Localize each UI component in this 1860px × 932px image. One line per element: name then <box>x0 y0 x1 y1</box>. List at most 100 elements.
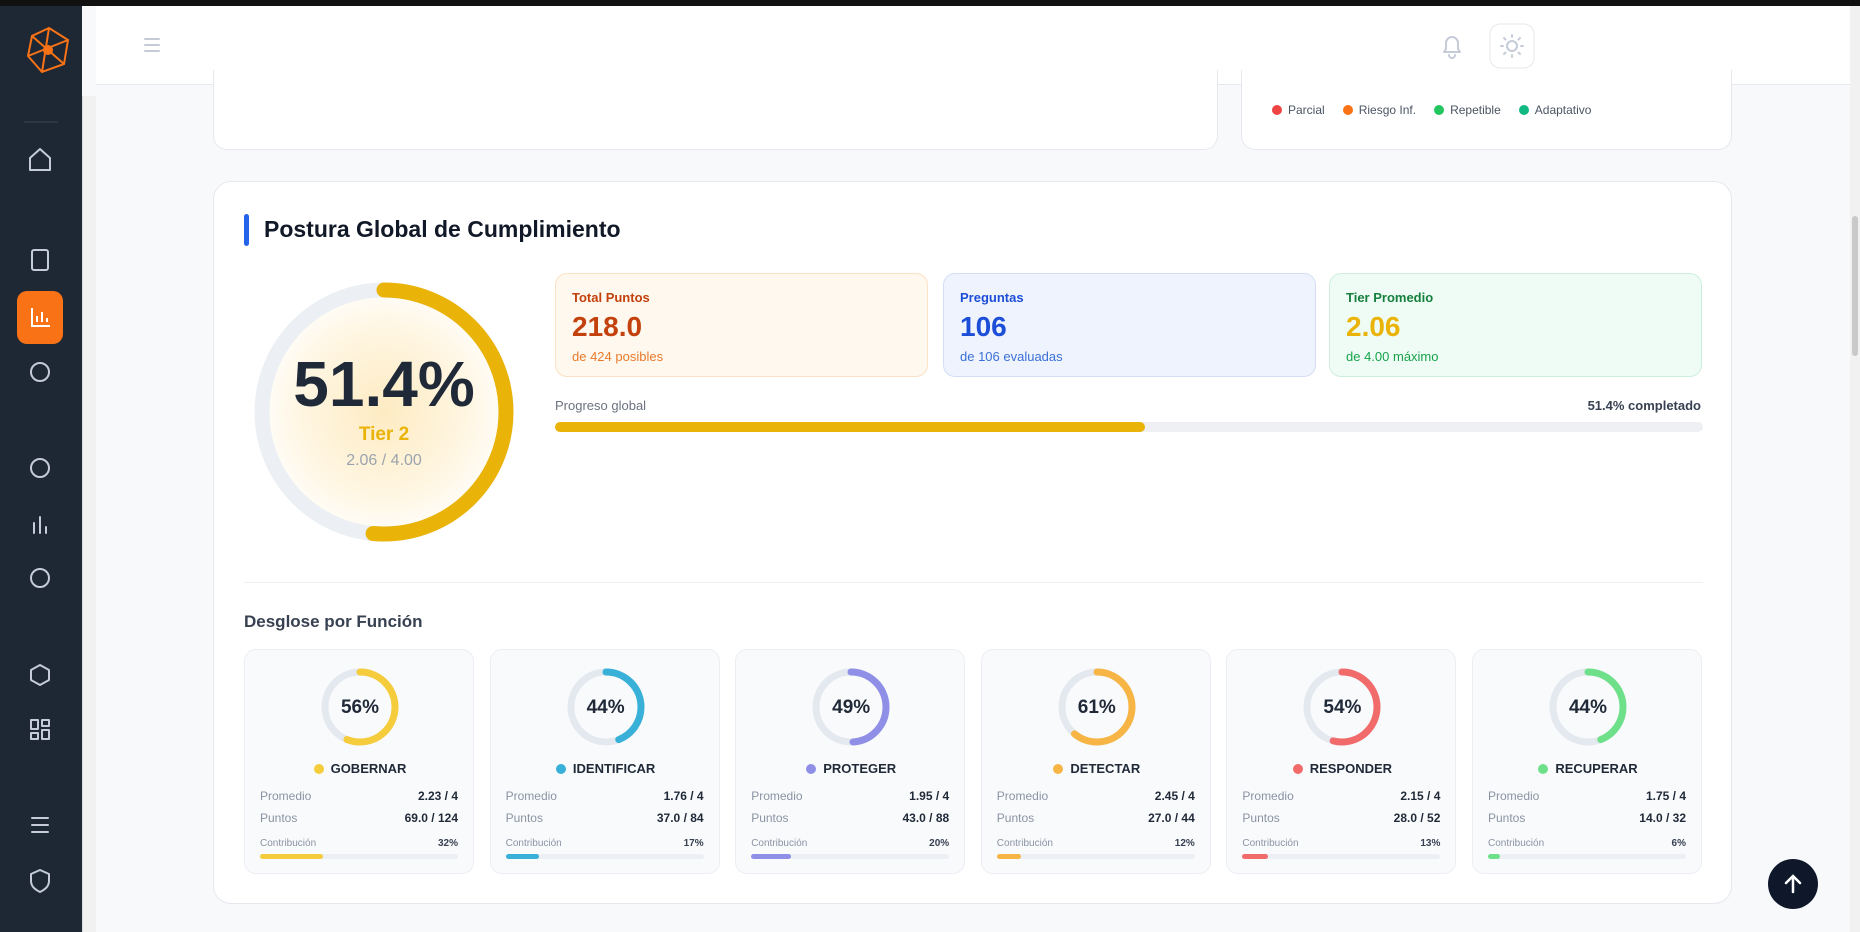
function-name: RECUPERAR <box>1473 761 1703 776</box>
function-name: GOBERNAR <box>245 761 475 776</box>
metric-row: Promedio 1.95 / 4 <box>751 789 949 803</box>
stat-card: Tier Promedio 2.06 de 4.00 máximo <box>1329 273 1702 377</box>
function-name: IDENTIFICAR <box>491 761 721 776</box>
metric-value: 69.0 / 124 <box>404 811 458 825</box>
function-name: PROTEGER <box>736 761 966 776</box>
theme-button[interactable] <box>1489 23 1535 69</box>
metric-row: Promedio 2.45 / 4 <box>997 789 1195 803</box>
metric-label: Promedio <box>751 789 803 803</box>
function-label: GOBERNAR <box>330 761 407 776</box>
metric-value: 27.0 / 44 <box>1148 811 1195 825</box>
top-card: Parcial Riesgo Inf. Repetible Adaptativo <box>1241 70 1732 150</box>
contribution-track <box>996 854 1195 859</box>
function-card: 49% PROTEGER Promedio 1.95 / 4 Puntos 43.0 / … <box>735 649 966 874</box>
metric-row: Puntos 37.0 / 84 <box>506 811 704 825</box>
function-percent: 44% <box>586 697 625 718</box>
active-item[interactable] <box>17 291 63 344</box>
legend-label: Riesgo Inf. <box>1358 103 1417 117</box>
header-icons <box>144 23 1535 69</box>
contribution-label: Contribución <box>260 838 317 849</box>
function-label: RECUPERAR <box>1555 761 1638 776</box>
stat-value: 106 <box>960 311 1007 342</box>
contribution-track <box>1488 854 1686 859</box>
contribution-row: Contribución 32% <box>260 838 458 849</box>
scroll-thumb[interactable] <box>1852 216 1858 356</box>
sidebar <box>0 6 82 932</box>
legend-dot <box>1518 105 1529 115</box>
metric-row: Puntos 28.0 / 52 <box>1242 811 1440 825</box>
function-dot <box>313 763 324 774</box>
contribution-value: 13% <box>1420 838 1441 849</box>
grid-icon[interactable] <box>30 719 39 730</box>
function-dot <box>1292 763 1303 774</box>
legend-dot <box>1434 105 1445 115</box>
legend-label: Parcial <box>1288 103 1325 117</box>
tier-detail: 2.06 / 4.00 <box>346 452 422 469</box>
metric-label: Puntos <box>505 811 543 825</box>
stat-detail: de 106 evaluadas <box>960 349 1063 364</box>
metric-row: Puntos 27.0 / 44 <box>997 811 1195 825</box>
ring-arc <box>1303 668 1381 746</box>
shield-icon[interactable] <box>30 869 50 893</box>
contribution-value: 12% <box>1174 838 1195 849</box>
metric-label: Puntos <box>1242 811 1280 825</box>
history-icon[interactable] <box>30 362 50 382</box>
contribution-fill <box>1488 854 1500 859</box>
metric-label: Promedio <box>996 789 1049 803</box>
metric-row: Promedio 2.23 / 4 <box>260 789 458 803</box>
contribution-value: 17% <box>683 838 704 849</box>
home-icon[interactable] <box>29 148 51 171</box>
metric-label: Puntos <box>996 811 1035 825</box>
tier: Tier 2 <box>358 424 410 445</box>
bars-icon[interactable] <box>33 516 47 534</box>
legend-label: Repetible <box>1450 103 1501 117</box>
box-icon[interactable] <box>30 664 50 686</box>
function-card: 44% RECUPERAR Promedio 1.75 / 4 Puntos 14.0 /… <box>1472 649 1702 874</box>
metric-label: Promedio <box>505 789 557 803</box>
contribution-track <box>260 854 458 859</box>
function-label: RESPONDER <box>1309 761 1393 776</box>
target-icon[interactable] <box>30 458 50 478</box>
function-name: DETECTAR <box>982 761 1212 776</box>
metric-value: 28.0 / 52 <box>1393 811 1441 825</box>
legend-item: Repetible <box>1434 103 1501 117</box>
function-name: RESPONDER <box>1227 761 1457 776</box>
sun-icon <box>1506 40 1518 52</box>
section-title: Postura Global de Cumplimiento <box>264 216 621 242</box>
stat-card: Preguntas 106 de 106 evaluadas <box>943 273 1316 377</box>
function-ring <box>1058 668 1136 746</box>
ring-arc <box>321 668 399 746</box>
bell-button[interactable] <box>1443 36 1461 59</box>
title-accent <box>244 214 249 246</box>
function-card: 61% DETECTAR Promedio 2.45 / 4 Puntos 27.0 / … <box>980 649 1212 874</box>
back-to-top[interactable] <box>1768 859 1818 909</box>
function-ring <box>812 668 890 746</box>
metric-value: 2.23 / 4 <box>417 789 458 803</box>
doc-icon[interactable] <box>31 249 49 271</box>
sidebar-icons <box>17 26 70 893</box>
history-icon[interactable] <box>30 568 50 588</box>
menu-button[interactable] <box>144 38 160 52</box>
ring-arc <box>812 668 890 746</box>
function-percent: 56% <box>340 697 380 718</box>
metric-label: Promedio <box>1242 789 1294 803</box>
contribution-fill <box>996 854 1021 859</box>
function-ring <box>567 668 645 746</box>
legend-dot <box>1272 105 1282 115</box>
metric-value: 37.0 / 84 <box>656 811 704 825</box>
function-dot <box>1053 763 1064 774</box>
score: 51.4% <box>293 348 475 420</box>
metric-label: Promedio <box>1488 789 1540 803</box>
metric-label: Puntos <box>751 811 789 825</box>
list-icon[interactable] <box>31 817 49 833</box>
contribution-row: Contribución 13% <box>1242 838 1440 849</box>
scrollbar <box>82 96 96 932</box>
score-ring <box>254 282 514 542</box>
legend-item: Parcial <box>1272 103 1325 117</box>
function-ring <box>1303 668 1381 746</box>
function-dot <box>806 763 817 774</box>
metric-label: Promedio <box>260 789 312 803</box>
contribution-label: Contribución <box>751 838 808 849</box>
stat-label: Preguntas <box>960 290 1024 305</box>
